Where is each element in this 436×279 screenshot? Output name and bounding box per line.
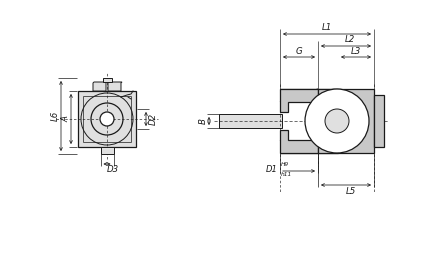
Circle shape — [100, 112, 114, 126]
Circle shape — [325, 109, 349, 133]
Text: L3: L3 — [351, 47, 361, 57]
Polygon shape — [101, 147, 113, 154]
Polygon shape — [102, 78, 112, 82]
Polygon shape — [78, 91, 136, 147]
Text: D1: D1 — [266, 165, 278, 174]
Polygon shape — [318, 89, 338, 153]
Text: B: B — [198, 118, 208, 124]
Text: L6: L6 — [51, 111, 59, 121]
Polygon shape — [338, 89, 374, 153]
Text: D2: D2 — [149, 113, 157, 125]
Polygon shape — [280, 89, 318, 112]
Polygon shape — [108, 82, 122, 91]
Text: L1: L1 — [322, 23, 332, 32]
Text: A: A — [61, 116, 71, 122]
Polygon shape — [374, 95, 384, 147]
Text: D3: D3 — [107, 165, 119, 174]
Circle shape — [305, 89, 369, 153]
Text: L5: L5 — [346, 186, 356, 196]
Polygon shape — [219, 114, 282, 128]
Text: L2: L2 — [345, 35, 355, 44]
Text: H9: H9 — [281, 162, 289, 167]
Text: h11: h11 — [281, 172, 292, 177]
Polygon shape — [280, 130, 318, 153]
Text: G: G — [296, 47, 302, 57]
Polygon shape — [93, 82, 106, 91]
